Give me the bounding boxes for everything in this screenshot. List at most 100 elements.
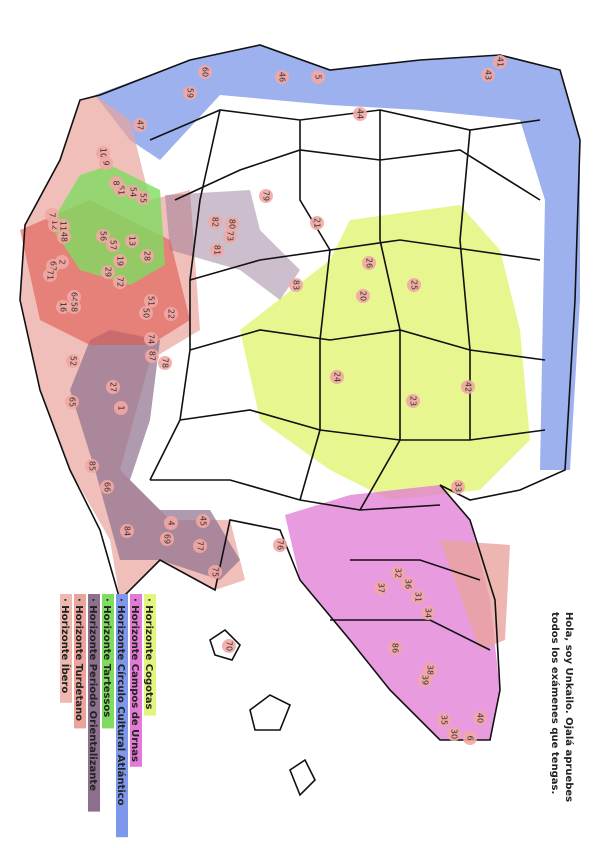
- site-label: 52: [69, 356, 78, 366]
- site-label: 85: [88, 461, 97, 471]
- site-label: 50: [142, 308, 151, 318]
- site-label: 23: [409, 396, 418, 406]
- site-label: 71: [46, 270, 55, 280]
- legend-swatch: [144, 594, 156, 716]
- site-label: 37: [377, 583, 386, 593]
- site-marker: [56, 300, 70, 314]
- site-label: 36: [404, 579, 413, 589]
- site-marker: [388, 641, 402, 655]
- site-marker: [140, 249, 154, 263]
- site-marker: [311, 70, 325, 84]
- site-marker: [259, 189, 273, 203]
- site-marker: [391, 566, 405, 580]
- site-label: 79: [262, 191, 271, 201]
- site-marker: [106, 238, 120, 252]
- site-marker: [225, 217, 239, 231]
- site-marker: [57, 230, 71, 244]
- site-marker: [223, 229, 237, 243]
- site-label: 55: [139, 193, 148, 203]
- message-line: Hola, soy Unkailo. Ojalá apruebes: [563, 612, 575, 802]
- site-label: 25: [410, 280, 419, 290]
- site-marker: [99, 156, 113, 170]
- site-marker: [421, 606, 435, 620]
- legend-label: · Horizonte Campos de Urnas: [129, 598, 140, 762]
- site-label: 6: [466, 735, 475, 740]
- site-label: 56: [99, 231, 108, 241]
- site-label: 77: [196, 541, 205, 551]
- site-marker: [65, 395, 79, 409]
- region-ibero: [440, 540, 510, 650]
- site-label: 2: [58, 259, 67, 264]
- site-label: 9: [102, 160, 111, 165]
- site-marker: [43, 268, 57, 282]
- legend-swatch: [116, 594, 128, 838]
- site-marker: [183, 86, 197, 100]
- site-label: 40: [476, 713, 485, 723]
- site-label: 61: [117, 185, 126, 195]
- site-label: 60: [201, 67, 210, 77]
- site-label: 69: [163, 534, 172, 544]
- site-label: 74: [147, 334, 156, 344]
- site-marker: [144, 294, 158, 308]
- site-marker: [196, 514, 210, 528]
- site-label: 87: [148, 351, 157, 361]
- site-marker: [114, 401, 128, 415]
- site-marker: [401, 577, 415, 591]
- site-label: 66: [103, 482, 112, 492]
- site-label: 73: [226, 231, 235, 241]
- site-label: 67: [49, 261, 58, 271]
- site-marker: [106, 380, 120, 394]
- site-label: 20: [359, 291, 368, 301]
- region-orientalizante: [70, 330, 240, 580]
- site-label: 83: [292, 280, 301, 290]
- region-cogotas: [240, 205, 530, 500]
- site-marker: [113, 275, 127, 289]
- site-marker: [451, 480, 465, 494]
- regions: [20, 45, 580, 740]
- site-label: 27: [109, 382, 118, 392]
- site-label: 28: [143, 251, 152, 261]
- island-mallorca: [209, 628, 241, 661]
- site-label: 7: [48, 212, 57, 217]
- site-marker: [411, 590, 425, 604]
- site-label: 10: [99, 148, 108, 158]
- site-marker: [310, 216, 324, 230]
- site-marker: [144, 332, 158, 346]
- site-marker: [113, 254, 127, 268]
- site-marker: [353, 107, 367, 121]
- site-marker: [481, 68, 495, 82]
- site-label: 46: [278, 72, 287, 82]
- site-label: 64: [70, 292, 79, 302]
- site-label: 24: [333, 372, 342, 382]
- region-atlantic: [95, 45, 580, 470]
- site-label: 39: [421, 675, 430, 685]
- site-marker: [330, 370, 344, 384]
- site-marker: [374, 581, 388, 595]
- site-marker: [125, 234, 139, 248]
- site-marker: [437, 713, 451, 727]
- site-label: 76: [276, 540, 285, 550]
- site-label: 35: [440, 715, 449, 725]
- site-label: 19: [116, 256, 125, 266]
- legend-swatch: [130, 594, 142, 767]
- site-marker: [100, 480, 114, 494]
- site-marker: [473, 711, 487, 725]
- site-marker: [289, 278, 303, 292]
- message-line: todos los exámenes que tengas.: [549, 612, 561, 794]
- site-label: 26: [365, 258, 374, 268]
- site-label: 57: [109, 240, 118, 250]
- site-marker: [145, 349, 159, 363]
- site-marker: [210, 243, 224, 257]
- site-label: 65: [68, 397, 77, 407]
- site-marker: [109, 176, 123, 190]
- legend-swatch: [102, 594, 114, 729]
- site-marker: [493, 55, 507, 69]
- site-label: 48: [60, 232, 69, 242]
- site-label: 32: [394, 568, 403, 578]
- site-label: 22: [167, 309, 176, 319]
- province-borders: [149, 109, 546, 651]
- site-marker: [222, 639, 236, 653]
- site-label: 44: [356, 109, 365, 119]
- site-marker: [164, 516, 178, 530]
